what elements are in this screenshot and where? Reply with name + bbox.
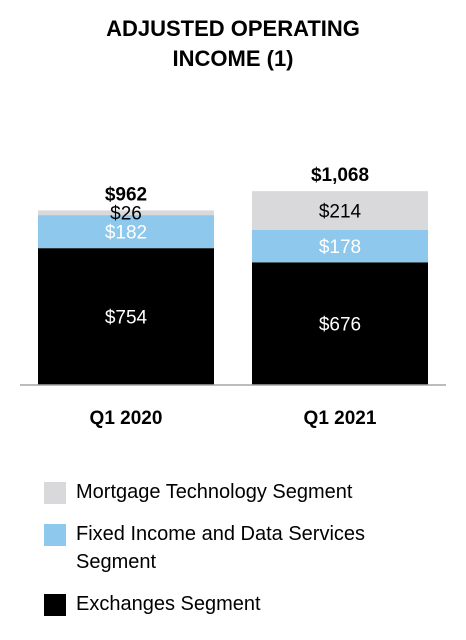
data-label-fixed-income-and-data-services-segment-q1-2020: $182 xyxy=(105,223,147,244)
legend-label-line: Fixed Income and Data Services xyxy=(76,523,366,545)
bar-segment-fixed-income-and-data-services-segment-q1-2020 xyxy=(38,215,214,249)
legend-swatch-exchanges xyxy=(44,594,66,616)
legend: Mortgage Technology Segment Fixed Income… xyxy=(44,478,454,632)
legend-label-line: Segment xyxy=(76,551,157,573)
total-label-q1-2020: $962 xyxy=(105,184,147,205)
x-tick-label-q1-2020: Q1 2020 xyxy=(90,408,163,429)
bar-segment-exchanges-segment-q1-2020 xyxy=(38,248,214,385)
data-label-fixed-income-and-data-services-segment-q1-2021: $178 xyxy=(319,237,361,258)
data-label-exchanges-segment-q1-2020: $754 xyxy=(105,308,148,329)
legend-swatch-fixed-income xyxy=(44,524,66,546)
legend-label-line: Mortgage Technology Segment xyxy=(76,481,353,503)
data-label-mortgage-technology-segment-q1-2020: $26 xyxy=(110,203,142,224)
data-label-exchanges-segment-q1-2021: $676 xyxy=(319,315,361,336)
bar-segment-mortgage-technology-segment-q1-2021 xyxy=(252,191,428,230)
legend-item-mortgage-technology: Mortgage Technology Segment xyxy=(44,478,454,506)
chart-title-line-1: ADJUSTED OPERATING xyxy=(106,16,360,41)
legend-label-mortgage-technology: Mortgage Technology Segment xyxy=(76,478,352,506)
legend-label-fixed-income: Fixed Income and Data Services Segment xyxy=(76,520,365,576)
bar-segment-exchanges-segment-q1-2021 xyxy=(252,262,428,385)
bar-segment-fixed-income-and-data-services-segment-q1-2021 xyxy=(252,229,428,263)
legend-swatch-mortgage-technology xyxy=(44,482,66,504)
total-label-q1-2021: $1,068 xyxy=(311,165,369,186)
legend-item-exchanges: Exchanges Segment xyxy=(44,590,454,618)
legend-label-line: Exchanges Segment xyxy=(76,593,261,615)
bar-segment-mortgage-technology-segment-q1-2020 xyxy=(38,210,214,216)
x-tick-label-q1-2021: Q1 2021 xyxy=(304,408,377,429)
chart-title-line-2: INCOME (1) xyxy=(172,46,294,71)
legend-label-exchanges: Exchanges Segment xyxy=(76,590,261,618)
stacked-bar-chart: $754 $182$26$962 Q1 2020 $676 $178 $214 $1,068… xyxy=(20,165,446,429)
chart-title: ADJUSTED OPERATING INCOME (1) xyxy=(0,14,466,74)
data-label-mortgage-technology-segment-q1-2021: $214 xyxy=(319,202,362,223)
legend-item-fixed-income: Fixed Income and Data Services Segment xyxy=(44,520,454,576)
